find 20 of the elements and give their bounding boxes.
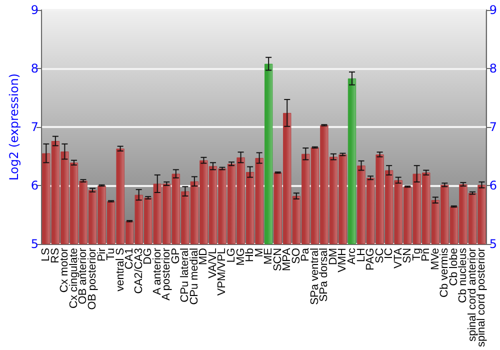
y2-tick-label: 8 xyxy=(489,61,498,76)
y-tick-label: 7 xyxy=(30,120,39,134)
x-tick-label: RS xyxy=(49,248,62,264)
y-tick-label: 8 xyxy=(30,61,39,76)
x-tick-label: Cb lobe xyxy=(448,248,460,286)
x-tick-label: Pa xyxy=(300,247,312,262)
x-tick-label: spinal cord posterior xyxy=(476,248,488,348)
y2-tick-label: 9 xyxy=(489,3,498,17)
y-tick-label: 6 xyxy=(30,178,39,192)
x-tick-label: OB anterior xyxy=(77,248,90,304)
x-tick-label: IC xyxy=(383,248,396,259)
x-tick-label: CPu medial xyxy=(188,248,200,305)
y2-tick-label: 6 xyxy=(489,178,498,192)
x-tick-label: SCN xyxy=(272,248,284,272)
x-tick-label: SO xyxy=(290,248,302,264)
y-tick-label: 9 xyxy=(30,3,39,17)
y-axis-title: Log2 (expression) xyxy=(7,73,21,180)
y2-tick-label: 5 xyxy=(489,236,498,251)
y-tick-label: 5 xyxy=(30,236,39,251)
y2-tick-label: 7 xyxy=(489,120,498,134)
